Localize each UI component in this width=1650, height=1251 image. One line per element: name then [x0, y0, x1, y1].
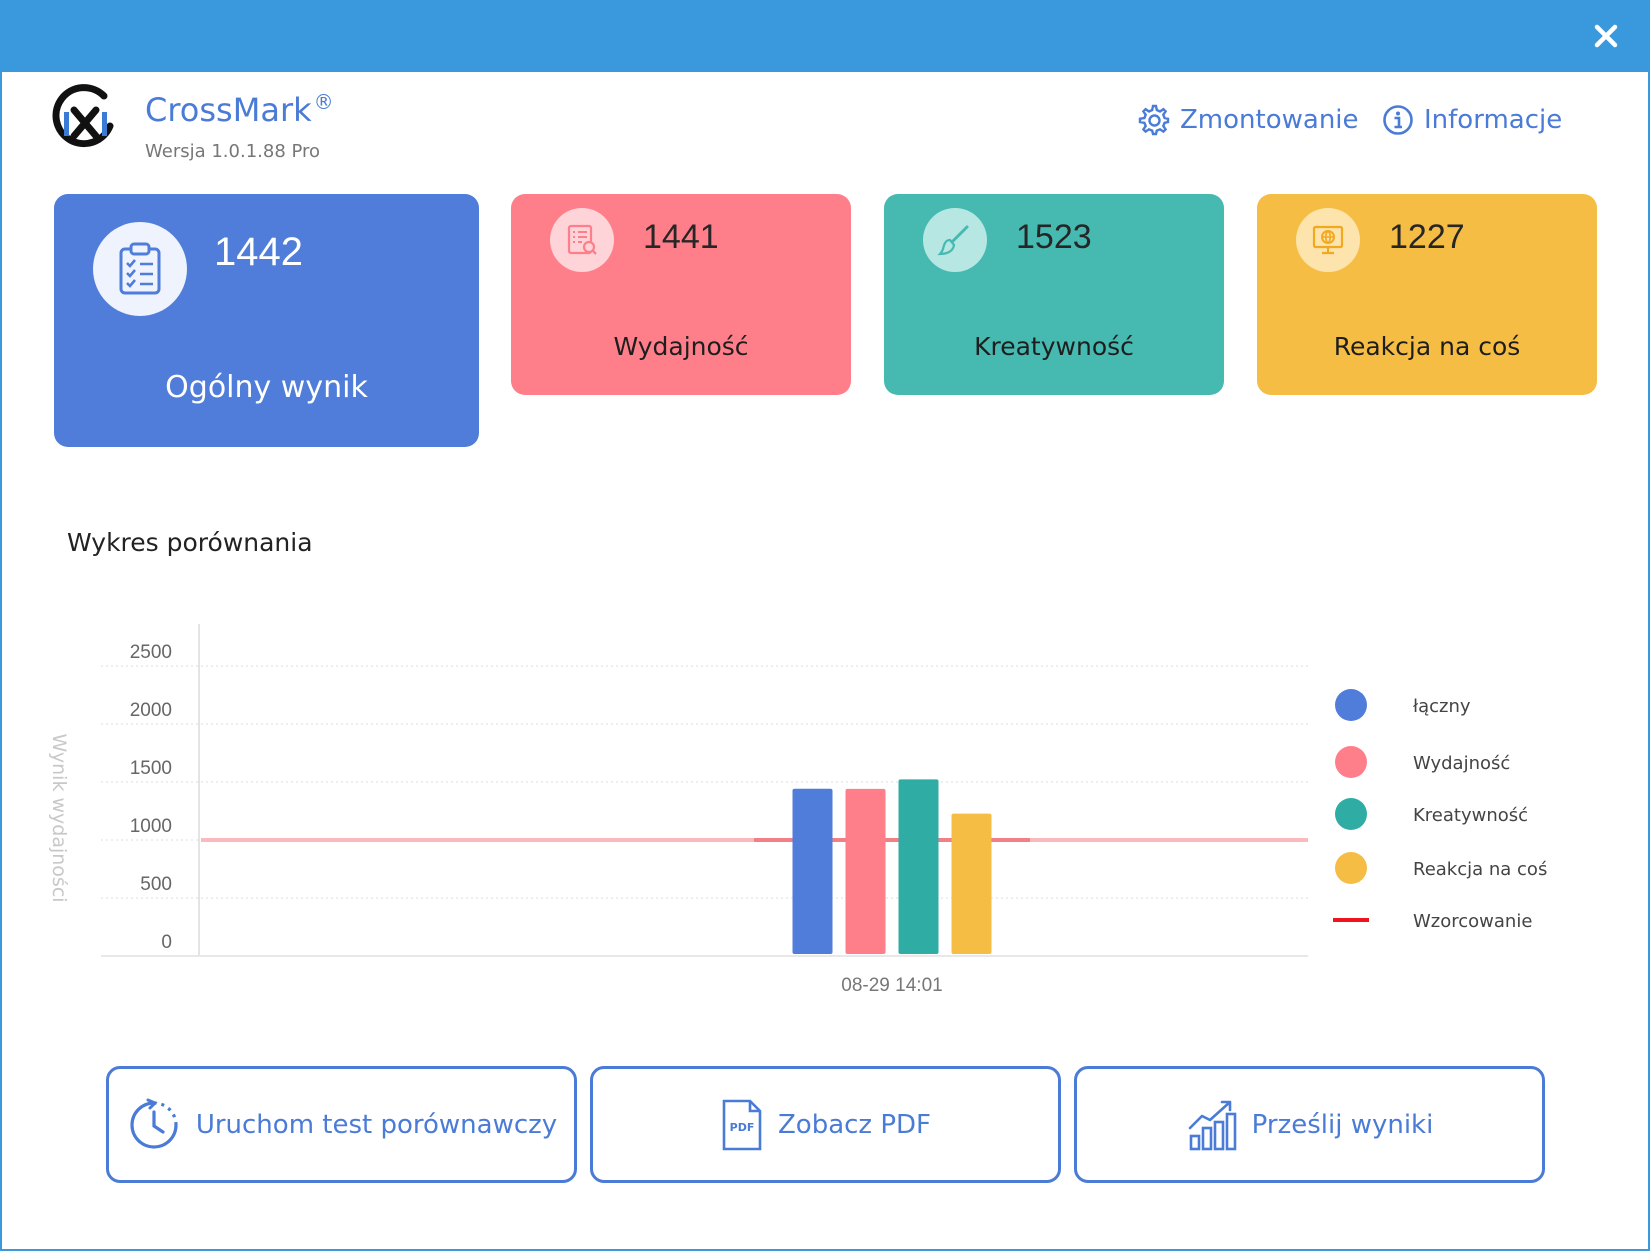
bar-chart-upload-icon [1188, 1100, 1236, 1150]
creativity-score-value: 1523 [1016, 218, 1092, 256]
app-name: CrossMark ® [145, 90, 334, 129]
y-tick-label: 1500 [130, 758, 172, 779]
upload-results-button[interactable]: Prześlij wyniki [1074, 1066, 1545, 1183]
legend-swatch [1335, 852, 1367, 884]
performance-score-label: Wydajność [613, 332, 749, 361]
y-tick-label: 2500 [130, 642, 172, 663]
reaction-score-card: 1227 Reakcja na coś [1257, 194, 1597, 395]
y-tick-label: 1000 [130, 816, 172, 837]
legend-label: łączny [1413, 696, 1471, 717]
chart-title: Wykres porównania [67, 528, 313, 557]
performance-score-value: 1441 [643, 218, 719, 256]
window-frame [0, 72, 1650, 1251]
performance-score-card: 1441 Wydajność [511, 194, 851, 395]
reaction-score-value: 1227 [1389, 218, 1465, 256]
bar-3 [898, 779, 939, 954]
globe-monitor-icon [1296, 208, 1360, 272]
run-benchmark-label: Uruchom test porównawczy [195, 1109, 558, 1140]
info-link-label: Informacje [1424, 105, 1563, 135]
overall-score-value: 1442 [214, 230, 303, 274]
clipboard-check-icon [93, 222, 187, 316]
y-tick-label: 0 [161, 932, 172, 953]
legend-swatch [1335, 689, 1367, 721]
overall-score-label: Ogólny wynik [165, 370, 368, 405]
info-link[interactable]: Informacje [1382, 104, 1562, 136]
legend-label: Reakcja na coś [1413, 859, 1547, 880]
legend-label: Kreatywność [1413, 805, 1528, 826]
info-icon [1383, 105, 1413, 135]
y-tick-label: 500 [140, 874, 172, 895]
clock-icon [130, 1098, 178, 1149]
creativity-score-card: 1523 Kreatywność [884, 194, 1224, 395]
legend-label: Wzorcowanie [1413, 911, 1532, 932]
view-pdf-button[interactable]: PDF Zobacz PDF [590, 1066, 1061, 1183]
title-bar [0, 0, 1650, 72]
y-axis-label: Wynik wydajności [48, 733, 70, 902]
legend-label: Wydajność [1413, 753, 1510, 774]
app-version: Wersja 1.0.1.88 Pro [145, 141, 321, 162]
creativity-score-label: Kreatywność [974, 332, 1134, 361]
run-benchmark-button[interactable]: Uruchom test porównawczy [106, 1066, 577, 1183]
upload-results-label: Prześlij wyniki [1251, 1109, 1434, 1140]
x-tick-label: 08-29 14:01 [841, 975, 942, 996]
reaction-score-label: Reakcja na coś [1333, 332, 1521, 361]
settings-link[interactable]: Zmontowanie [1138, 104, 1359, 136]
bar-2 [845, 788, 886, 954]
brush-icon [923, 208, 987, 272]
close-icon[interactable] [1588, 18, 1624, 54]
bar-4 [951, 813, 992, 954]
bar-1 [792, 788, 833, 954]
pdf-file-icon: PDF [722, 1099, 762, 1150]
view-pdf-label: Zobacz PDF [777, 1109, 932, 1140]
legend-swatch [1335, 746, 1367, 778]
settings-link-label: Zmontowanie [1180, 105, 1359, 135]
registered-mark: ® [313, 90, 334, 114]
crossmark-logo-icon [52, 84, 114, 148]
gear-icon [1138, 104, 1170, 136]
pdf-icon-text: PDF [730, 1121, 755, 1134]
document-search-icon [550, 208, 614, 272]
legend-swatch [1335, 798, 1367, 830]
comparison-chart: 2500 2000 1500 1000 500 0 Wynik wydajności 08-2… [48, 624, 1547, 996]
y-tick-label: 2000 [130, 700, 172, 721]
overall-score-card: 1442 Ogólny wynik [54, 194, 479, 447]
